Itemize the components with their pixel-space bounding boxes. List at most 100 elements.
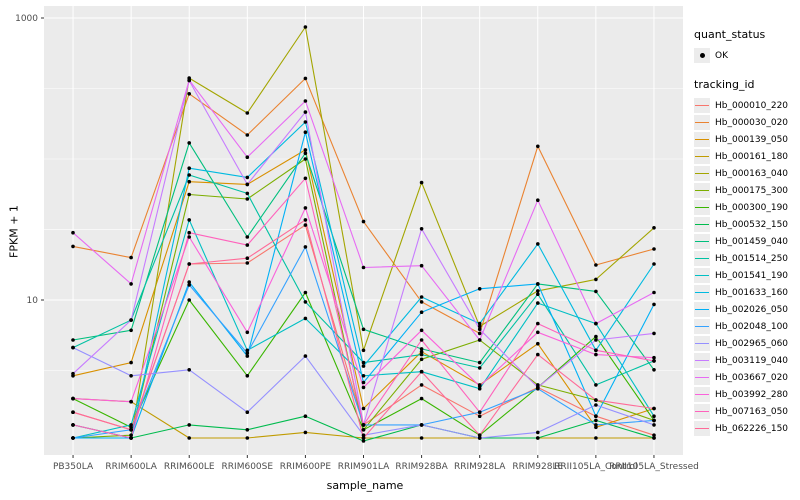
legend-item-label: Hb_000139_050 bbox=[715, 134, 789, 145]
data-point-Hb_007163_050 bbox=[129, 436, 133, 440]
data-point-Hb_001541_190 bbox=[245, 348, 250, 353]
data-point-Hb_062226_150 bbox=[594, 398, 598, 402]
legend-line-swatch bbox=[695, 309, 709, 311]
legend-color-key bbox=[694, 149, 710, 164]
legend-color-key bbox=[694, 319, 710, 334]
data-point-Hb_000532_150 bbox=[594, 418, 598, 423]
data-point-Hb_000030_020 bbox=[71, 244, 75, 249]
data-point-Hb_007163_050 bbox=[303, 176, 308, 181]
legend-line-swatch bbox=[695, 156, 709, 158]
data-point-Hb_001633_160 bbox=[361, 364, 366, 368]
legend-item-Hb_000139_050: Hb_000139_050 bbox=[694, 131, 798, 148]
data-point-Hb_000532_150 bbox=[536, 436, 540, 440]
data-point-Hb_000139_050 bbox=[187, 179, 191, 184]
legend-line-swatch bbox=[695, 139, 709, 141]
legend-item-Hb_000161_180: Hb_000161_180 bbox=[694, 148, 798, 165]
legend-line-swatch bbox=[695, 360, 709, 362]
data-point-Hb_003992_280 bbox=[245, 330, 250, 335]
data-point-Hb_001633_160 bbox=[303, 120, 308, 124]
data-point-Hb_001514_250 bbox=[187, 173, 191, 177]
data-point-Hb_001459_040 bbox=[187, 141, 191, 145]
data-point-Hb_000532_150 bbox=[361, 439, 366, 443]
legend-item-Hb_007163_050: Hb_007163_050 bbox=[694, 403, 798, 420]
data-point-Hb_003667_020 bbox=[303, 99, 308, 103]
legend-item-Hb_001541_190: Hb_001541_190 bbox=[694, 267, 798, 284]
legend-item-label: Hb_000532_150 bbox=[715, 219, 789, 230]
legend-line-swatch bbox=[695, 411, 709, 413]
data-point-Hb_002965_060 bbox=[361, 433, 366, 438]
legend-item-Hb_000163_040: Hb_000163_040 bbox=[694, 165, 798, 182]
data-point-Hb_000161_180 bbox=[419, 436, 424, 440]
data-point-Hb_002026_050 bbox=[419, 310, 424, 315]
legend-item-label: Hb_003667_020 bbox=[715, 372, 789, 383]
data-point-Hb_001633_160 bbox=[536, 242, 540, 246]
data-point-Hb_000175_300 bbox=[303, 157, 308, 161]
data-point-Hb_000161_180 bbox=[303, 430, 308, 435]
data-point-Hb_062226_150 bbox=[129, 428, 133, 432]
data-point-Hb_003992_280 bbox=[361, 385, 366, 390]
legend-color-key bbox=[694, 336, 710, 351]
data-point-Hb_003667_020 bbox=[361, 265, 366, 270]
y-tick-label: 10 bbox=[27, 296, 39, 306]
data-point-Hb_000139_050 bbox=[536, 341, 540, 346]
legend-color-key bbox=[694, 132, 710, 147]
data-point-Hb_001514_250 bbox=[245, 191, 250, 196]
legend-line-swatch bbox=[695, 275, 709, 277]
data-point-Hb_000139_050 bbox=[361, 406, 366, 411]
data-point-Hb_007163_050 bbox=[361, 423, 366, 427]
data-point-Hb_001541_190 bbox=[129, 423, 133, 427]
x-tick-label-RRIM928BA: RRIM928BA bbox=[395, 462, 448, 472]
data-point-Hb_007163_050 bbox=[652, 359, 656, 363]
data-point-Hb_002048_100 bbox=[594, 423, 598, 427]
legend-item-label: Hb_001459_040 bbox=[715, 236, 789, 247]
data-point-Hb_000010_220 bbox=[419, 383, 424, 387]
data-point-Hb_000532_150 bbox=[303, 414, 308, 419]
data-point-Hb_001541_190 bbox=[536, 301, 540, 305]
legend-line-swatch bbox=[695, 173, 709, 175]
y-axis-title: FPKM + 1 bbox=[7, 205, 21, 258]
x-tick-label-RRIM928LE: RRIM928LE bbox=[512, 462, 563, 472]
legend-panel: quant_status OK tracking_id Hb_000010_22… bbox=[694, 28, 798, 437]
data-point-Hb_007163_050 bbox=[536, 321, 540, 326]
data-point-Hb_000300_190 bbox=[361, 428, 366, 432]
data-point-Hb_001459_040 bbox=[477, 360, 482, 365]
data-point-Hb_003992_280 bbox=[652, 355, 656, 360]
legend-item-Hb_000532_150: Hb_000532_150 bbox=[694, 216, 798, 233]
legend-item-Hb_003667_020: Hb_003667_020 bbox=[694, 369, 798, 386]
data-point-Hb_002026_050 bbox=[536, 282, 540, 286]
x-tick-label-RRIM600SE: RRIM600SE bbox=[222, 462, 274, 472]
data-point-Hb_000163_040 bbox=[477, 324, 482, 329]
data-point-Hb_002026_050 bbox=[652, 302, 656, 307]
data-point-Hb_003119_040 bbox=[594, 338, 598, 342]
data-point-Hb_007163_050 bbox=[594, 348, 598, 353]
data-point-Hb_000300_190 bbox=[303, 290, 308, 295]
data-point-Hb_000030_020 bbox=[652, 247, 656, 251]
legend-item-label: Hb_000030_020 bbox=[715, 117, 789, 128]
legend-color-key bbox=[694, 353, 710, 368]
data-point-Hb_062226_150 bbox=[303, 218, 308, 222]
data-point-Hb_062226_150 bbox=[361, 436, 366, 440]
data-point-Hb_002965_060 bbox=[652, 423, 656, 427]
legend-color-key bbox=[694, 217, 710, 232]
data-point-Hb_003992_280 bbox=[477, 384, 482, 388]
data-point-Hb_002965_060 bbox=[477, 436, 482, 440]
legend-title-tracking-id: tracking_id bbox=[694, 78, 755, 91]
data-point-Hb_000161_180 bbox=[594, 436, 598, 440]
data-point-Hb_003992_280 bbox=[71, 396, 75, 401]
data-point-Hb_003667_020 bbox=[419, 263, 424, 268]
legend-color-key bbox=[694, 251, 710, 266]
data-point-Hb_002026_050 bbox=[361, 380, 366, 385]
data-point-Hb_062226_150 bbox=[245, 256, 250, 261]
data-point-Hb_003667_020 bbox=[477, 338, 482, 342]
data-point-Hb_000175_300 bbox=[245, 197, 250, 201]
data-point-Hb_000175_300 bbox=[536, 383, 540, 387]
legend-color-key bbox=[694, 268, 710, 283]
legend-line-swatch bbox=[695, 377, 709, 379]
data-point-Hb_003992_280 bbox=[187, 235, 191, 239]
data-point-Hb_007163_050 bbox=[477, 410, 482, 415]
data-point-Hb_000163_040 bbox=[419, 180, 424, 185]
legend-line-swatch bbox=[695, 224, 709, 226]
data-point-Hb_000163_040 bbox=[652, 226, 656, 230]
data-point-Hb_000161_180 bbox=[245, 436, 250, 440]
legend-color-key bbox=[694, 166, 710, 181]
